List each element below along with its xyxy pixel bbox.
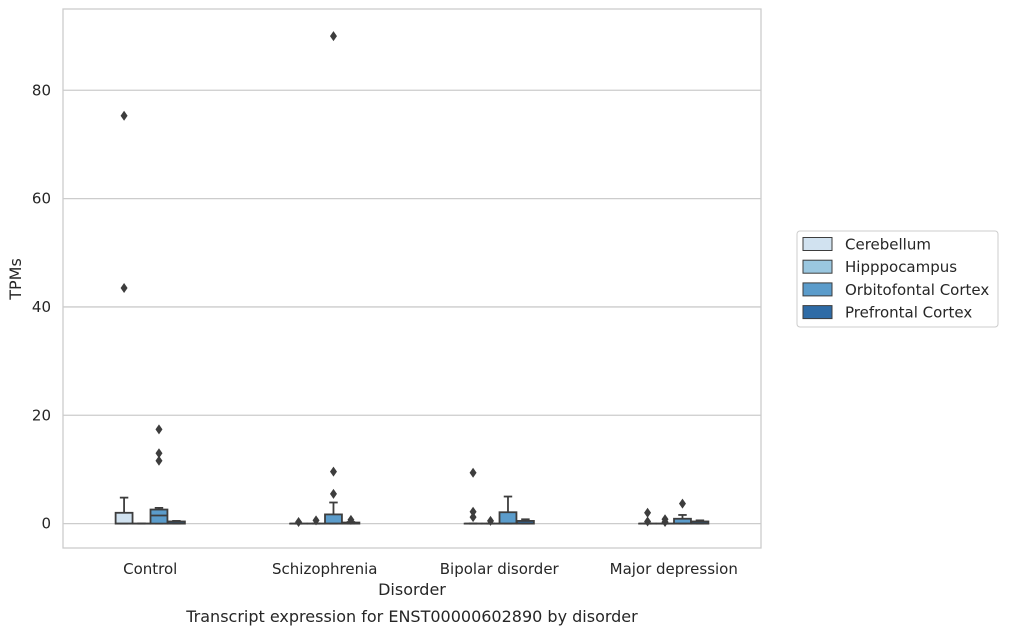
box (498, 511, 518, 525)
y-tick-label: 20 (32, 406, 51, 424)
box-plot (167, 520, 186, 525)
box-plot (114, 110, 134, 525)
chart-caption: Transcript expression for ENST0000060289… (185, 607, 638, 626)
legend-frame (796, 230, 999, 328)
box (324, 513, 343, 525)
outlier-point (661, 516, 669, 527)
box-plot (324, 31, 343, 525)
legend-swatch (802, 237, 833, 251)
box-plot (690, 519, 710, 525)
x-tick-label: Schizophrenia (272, 560, 377, 578)
legend-swatch (802, 259, 833, 274)
outlier-point (329, 466, 337, 477)
box-plot (481, 515, 500, 526)
legend-label: Hipppocampus (845, 258, 957, 276)
box-plot (673, 498, 692, 525)
box-plot (289, 516, 308, 527)
box (114, 511, 134, 525)
outlier-point (312, 515, 320, 526)
outlier-point (329, 488, 337, 499)
y-tick-label: 80 (32, 81, 51, 99)
legend-swatch (802, 282, 833, 297)
x-tick-label: Major depression (610, 560, 738, 578)
outlier-point (469, 506, 477, 517)
box-plot (306, 515, 326, 526)
x-tick-labels: Control Schizophrenia Bipolar disorder Majo… (123, 560, 738, 578)
outlier-point (469, 467, 477, 478)
gridlines (63, 89, 761, 525)
box-plot (516, 518, 535, 525)
outlier-point (295, 516, 303, 527)
y-axis-label: TPMs (6, 258, 25, 301)
outlier-point (347, 514, 355, 525)
outlier-point (487, 515, 495, 526)
y-tick-label: 0 (41, 515, 51, 533)
x-tick-label: Bipolar disorder (440, 560, 560, 578)
outlier-point (155, 424, 163, 435)
outlier-point (644, 516, 652, 527)
x-tick-label: Control (123, 560, 177, 578)
legend-swatch (802, 305, 833, 320)
outlier-point (120, 110, 128, 121)
box (149, 508, 169, 525)
y-tick-labels: 0 20 40 60 80 (32, 81, 51, 532)
outlier-point (469, 512, 477, 523)
outlier-point (644, 507, 652, 518)
box-plot (498, 495, 518, 525)
y-tick-label: 60 (32, 190, 51, 208)
plot-area-frame (62, 8, 762, 549)
box-plot (655, 514, 675, 527)
x-axis-label: Disorder (378, 580, 446, 599)
box-plot (638, 507, 657, 527)
outlier-point (329, 31, 337, 42)
legend-label: Orbitofontal Cortex (845, 281, 989, 299)
outlier-point (678, 498, 686, 509)
box-plot (463, 467, 483, 525)
outlier-point (155, 448, 163, 459)
box-plot (341, 514, 361, 525)
outlier-point (120, 282, 128, 293)
legend: Cerebellum Hipppocampus Orbitofontal Corte… (796, 230, 999, 328)
outlier-point (155, 455, 163, 466)
y-tick-label: 40 (32, 298, 51, 316)
box-plot (149, 424, 169, 525)
legend-label: Prefrontal Cortex (845, 304, 972, 322)
boxes (114, 31, 710, 527)
legend-label: Cerebellum (845, 236, 931, 254)
